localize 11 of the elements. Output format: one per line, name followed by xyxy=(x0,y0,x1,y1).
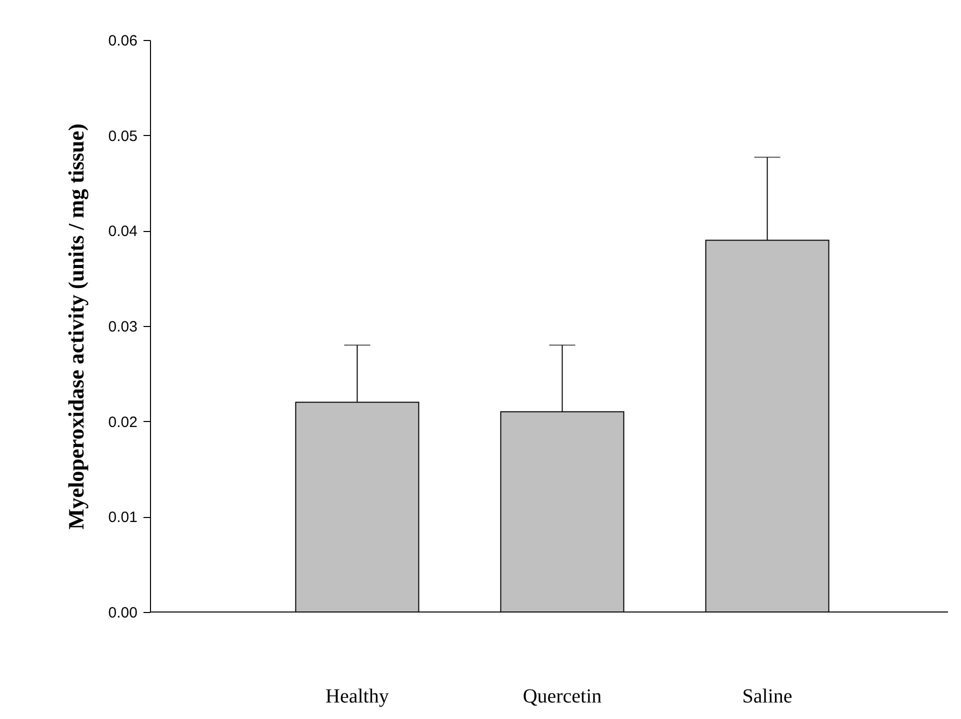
y-tick-label: 0.05 xyxy=(108,128,138,145)
y-tick-label: 0.04 xyxy=(108,223,138,240)
y-tick-label: 0.06 xyxy=(108,32,138,50)
y-axis-title: Myeloperoxidase activity (units / mg tissue) xyxy=(63,124,88,530)
x-tick-label: Quercetin xyxy=(522,686,602,708)
x-tick-label: Saline xyxy=(742,686,792,708)
y-tick-label: 0.03 xyxy=(108,318,138,336)
y-tick-label: 0.02 xyxy=(108,414,138,431)
x-tick-label: Healthy xyxy=(326,686,389,708)
y-tick-label: 0.01 xyxy=(108,509,138,526)
y-tick-label: 0.00 xyxy=(108,604,138,622)
